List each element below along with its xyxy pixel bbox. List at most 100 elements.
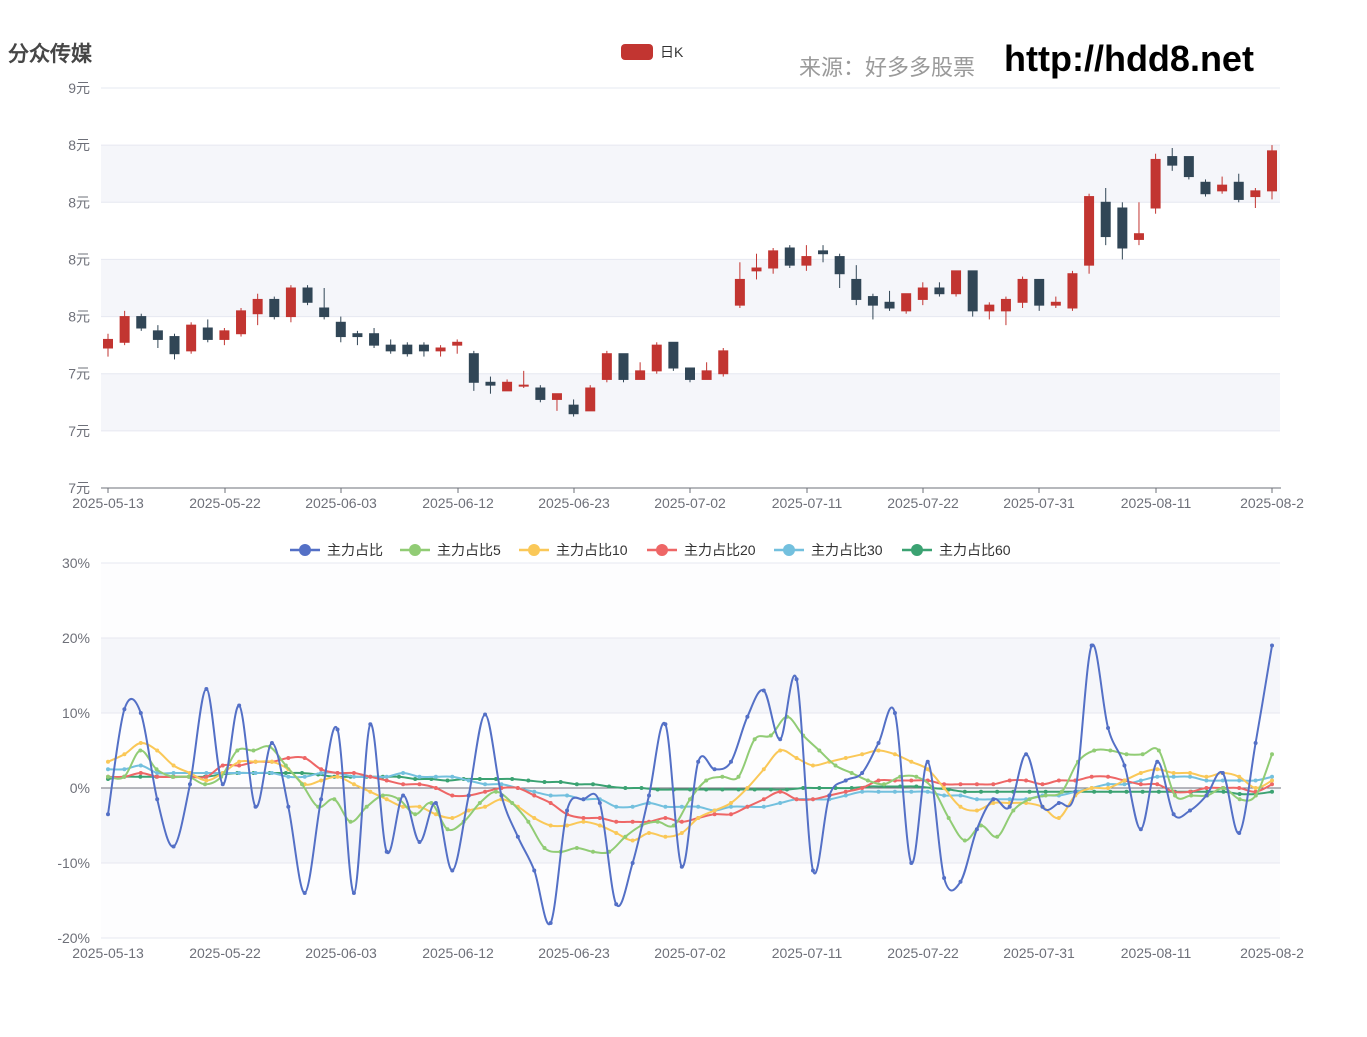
flow-point <box>300 782 304 787</box>
flow-point <box>778 737 783 742</box>
flow-point <box>591 849 595 854</box>
candle-body <box>452 341 463 346</box>
candle-body <box>1100 201 1111 238</box>
flow-y-tick-label: 30% <box>62 555 90 571</box>
flow-point <box>220 782 225 787</box>
flow-point <box>1237 797 1242 802</box>
candle-legend[interactable]: 日K <box>621 44 684 60</box>
flow-point <box>1171 812 1176 817</box>
flow-point <box>974 782 979 787</box>
candle-body <box>1133 233 1144 240</box>
candle <box>1017 276 1028 308</box>
flow-legend-item[interactable]: 主力占比60 <box>902 542 1011 558</box>
candle-body <box>252 298 263 315</box>
candle <box>252 293 263 326</box>
flow-point <box>1138 778 1143 783</box>
flow-legend-item[interactable]: 主力占比5 <box>400 542 501 558</box>
flow-point <box>1220 778 1225 783</box>
candle-body <box>1034 278 1045 306</box>
candle-legend-label: 日K <box>660 44 684 60</box>
flow-point <box>565 793 570 798</box>
flow-point <box>876 789 881 794</box>
flow-point <box>1270 789 1274 794</box>
flow-point <box>1173 793 1177 798</box>
flow-point <box>237 703 242 708</box>
flow-point <box>794 677 799 682</box>
flow-band <box>101 863 1280 938</box>
flow-point <box>1106 786 1111 790</box>
candle-legend-swatch <box>621 44 653 60</box>
candle <box>734 262 745 308</box>
flow-point <box>663 816 668 820</box>
flow-point <box>597 823 602 828</box>
flow-point <box>1043 793 1048 798</box>
flow-point <box>1089 786 1094 790</box>
flow-point <box>1253 741 1258 745</box>
flow-point <box>925 759 930 764</box>
candle-body <box>834 256 845 275</box>
flow-point <box>319 767 324 772</box>
flow-point <box>810 763 815 768</box>
candle-body <box>701 370 712 380</box>
flow-point <box>614 804 619 809</box>
flow-point <box>106 759 110 764</box>
flow-point <box>991 797 996 802</box>
flow-point <box>679 819 684 824</box>
candle-body <box>169 336 180 355</box>
flow-point <box>1138 771 1143 775</box>
flow-point <box>565 823 570 828</box>
flow-legend-item[interactable]: 主力占比10 <box>519 542 628 558</box>
flow-point <box>712 812 717 817</box>
flow-point <box>494 789 498 794</box>
candle-body <box>269 298 280 318</box>
flow-x-tick-label: 2025-06-12 <box>422 945 494 961</box>
flow-point <box>351 782 356 787</box>
flow-point <box>849 786 854 790</box>
flow-point <box>909 789 914 794</box>
candle <box>751 253 762 280</box>
flow-point <box>1106 782 1111 787</box>
candle <box>535 385 546 403</box>
flow-point <box>597 816 602 820</box>
flow-legend-item[interactable]: 主力占比30 <box>774 542 883 558</box>
flow-point <box>974 808 979 813</box>
flow-point <box>761 797 766 802</box>
flow-point <box>704 787 709 792</box>
flow-point <box>1140 752 1145 757</box>
flow-point <box>515 834 520 839</box>
candle-x-tick-label: 2025-06-23 <box>538 495 610 511</box>
candle <box>169 333 180 360</box>
flow-point <box>384 849 389 854</box>
flow-point <box>1138 782 1143 787</box>
flow-point <box>319 771 324 775</box>
flow-legend-item[interactable]: 主力占比20 <box>647 542 756 558</box>
candle-body <box>635 370 646 380</box>
flow-point <box>991 801 996 805</box>
flow-point <box>1108 789 1113 794</box>
candle <box>818 245 829 263</box>
flow-legend-item[interactable]: 主力占比 <box>290 542 383 558</box>
flow-point <box>688 787 692 792</box>
flow-point <box>962 838 967 843</box>
candle-body <box>502 381 513 392</box>
flow-point <box>138 774 143 779</box>
flow-point <box>736 774 741 779</box>
candle <box>917 282 928 306</box>
flow-point <box>1155 767 1160 772</box>
flow-point <box>688 797 692 802</box>
flow-point <box>122 707 127 712</box>
candle <box>452 339 463 354</box>
flow-point <box>526 819 531 824</box>
flow-point <box>417 804 422 809</box>
flow-y-tick-label: 0% <box>70 780 90 796</box>
candle <box>468 350 479 391</box>
flow-point <box>712 808 717 813</box>
flow-point <box>1270 778 1274 783</box>
flow-point <box>401 793 406 798</box>
candle-body <box>1183 156 1194 178</box>
candle <box>1233 173 1244 203</box>
flow-legend-dot <box>409 544 421 556</box>
flow-point <box>942 782 947 787</box>
candle <box>369 328 380 348</box>
